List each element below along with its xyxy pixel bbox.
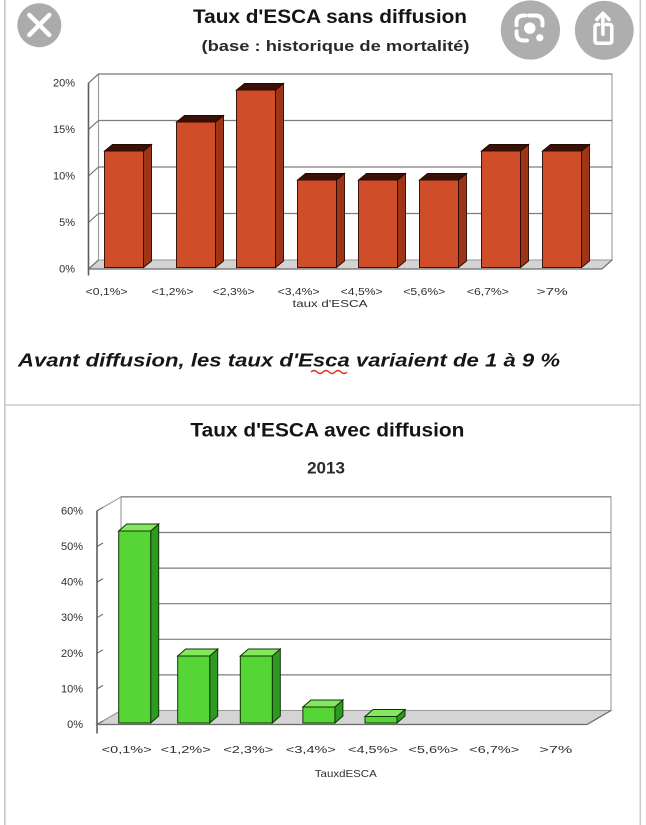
svg-text:TauxdESCA: TauxdESCA (315, 768, 377, 780)
svg-text:60%: 60% (61, 505, 83, 517)
svg-text:Taux d'ESCA avec diffusion: Taux d'ESCA avec diffusion (190, 421, 464, 442)
svg-text:0%: 0% (59, 264, 75, 276)
svg-text:30%: 30% (61, 612, 83, 624)
svg-text:<2,3%>: <2,3%> (213, 287, 255, 298)
svg-text:>7%: >7% (537, 287, 568, 298)
svg-text:<4,5%>: <4,5%> (348, 745, 398, 756)
svg-text:20%: 20% (61, 648, 83, 660)
svg-text:(base : historique de mortalit: (base : historique de mortalité) (202, 39, 470, 55)
svg-text:Taux d'ESCA sans diffusion: Taux d'ESCA sans diffusion (193, 7, 467, 28)
svg-text:taux d'ESCA: taux d'ESCA (293, 298, 368, 310)
svg-text:<5,6%>: <5,6%> (408, 745, 458, 756)
svg-text:40%: 40% (61, 577, 83, 589)
svg-text:50%: 50% (61, 541, 83, 553)
svg-text:10%: 10% (53, 171, 75, 183)
svg-text:>7%: >7% (539, 745, 572, 756)
svg-text:15%: 15% (53, 124, 75, 136)
svg-text:5%: 5% (59, 217, 75, 229)
svg-text:0%: 0% (67, 719, 83, 731)
svg-text:<3,4%>: <3,4%> (278, 287, 320, 298)
svg-text:10%: 10% (61, 683, 83, 695)
svg-text:<6,7%>: <6,7%> (467, 287, 509, 298)
svg-text:<2,3%>: <2,3%> (223, 745, 273, 756)
svg-text:<1,2%>: <1,2%> (161, 745, 211, 756)
svg-text:<3,4%>: <3,4%> (286, 745, 336, 756)
svg-text:<0,1%>: <0,1%> (102, 745, 152, 756)
svg-text:<4,5%>: <4,5%> (341, 287, 383, 298)
svg-text:20%: 20% (53, 78, 75, 90)
svg-text:Avant diffusion, les taux d'Es: Avant diffusion, les taux d'Esca variaie… (17, 351, 560, 371)
svg-text:<1,2%>: <1,2%> (152, 287, 194, 298)
svg-text:<0,1%>: <0,1%> (86, 287, 128, 298)
svg-text:2013: 2013 (307, 459, 345, 478)
svg-text:<6,7%>: <6,7%> (469, 745, 519, 756)
svg-text:<5,6%>: <5,6%> (403, 287, 445, 298)
